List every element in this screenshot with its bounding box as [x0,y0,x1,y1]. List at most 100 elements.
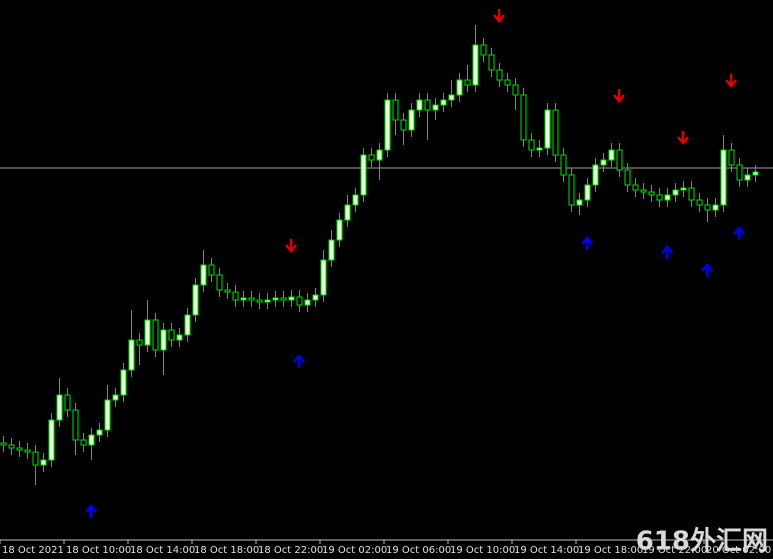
candle-body [360,154,367,196]
buy-arrow [293,354,305,368]
candle-body [576,199,583,206]
candle-body [496,69,503,81]
buy-arrow [85,504,97,518]
candle-body [8,444,15,449]
buy-arrow [661,245,673,259]
candle-body [80,439,87,446]
candle-body [488,54,495,71]
candle-body [192,284,199,316]
sell-arrow [493,9,505,23]
candle-body [624,169,631,186]
candle-body [104,399,111,431]
candle-body [208,264,215,276]
candle-body [320,259,327,296]
candle-body [744,174,751,181]
candle-body [288,296,295,301]
candle-body [680,187,687,191]
candle-body [480,44,487,56]
watermark: 618外汇网 [636,527,768,557]
x-tick-label: 20 Oct 02:00 [706,545,771,556]
x-tick-label: 18 Oct 18:00 [194,545,259,556]
candle-body [0,442,7,446]
candle-body [568,174,575,206]
candle-body [528,139,535,151]
candle-body [736,164,743,181]
candle-body [56,394,63,421]
candle-body [16,447,23,451]
sell-arrow [677,131,689,145]
candle-body [128,339,135,371]
candle-body [696,199,703,206]
candle-body [336,219,343,241]
candle-body [664,194,671,201]
x-tick-label: 19 Oct 06:00 [386,545,451,556]
buy-arrow [581,236,593,250]
candle-body [248,297,255,301]
candle-body [376,149,383,161]
candle-body [448,94,455,101]
candle-body [136,339,143,346]
candle-body [600,159,607,166]
candle-body [88,434,95,446]
candle-body [544,109,551,149]
sell-arrow [613,89,625,103]
candle-body [64,394,71,411]
candle-body [552,109,559,156]
candle-body [416,99,423,111]
candle-body [520,94,527,141]
sell-arrow [285,239,297,253]
x-tick-label: 18 Oct 2021 [2,545,64,556]
candle-body [48,419,55,461]
candle-body [648,191,655,196]
candle-body [728,149,735,166]
candle-body [184,314,191,336]
candle-body [464,79,471,86]
x-tick-label: 19 Oct 22:00 [642,545,707,556]
candle-body [472,44,479,86]
candle-body [408,109,415,131]
candle-body [584,184,591,201]
candle-body [608,149,615,161]
candle-body [384,99,391,151]
candle-body [344,204,351,221]
candle-body [232,291,239,301]
candle-body [120,369,127,396]
candle-body [96,429,103,436]
candle-body [704,204,711,211]
candle-body [112,394,119,401]
candle-body [240,297,247,301]
candle-body [672,189,679,196]
candle-body [512,84,519,96]
candle-body [440,99,447,106]
candle-body [328,239,335,261]
candle-body [40,459,47,466]
candle-body [176,334,183,341]
candle-body [592,164,599,186]
candle-body [752,171,759,176]
candle-body [312,294,319,301]
candle-body [224,289,231,293]
candle-body [536,147,543,151]
candle-body [712,204,719,211]
x-tick-label: 19 Oct 10:00 [450,545,515,556]
candle-body [280,297,287,301]
candle-body [456,79,463,96]
candle-body [432,104,439,111]
candle-body [616,149,623,171]
x-tick-label: 19 Oct 14:00 [514,545,579,556]
candle-body [720,149,727,206]
candle-body [392,99,399,121]
candle-body [304,299,311,306]
candle-body [352,194,359,206]
candle-body [424,99,431,111]
candle-body [160,329,167,351]
candle-body [216,274,223,291]
candle-body [560,154,567,176]
candle-body [368,154,375,161]
candle-body [152,319,159,351]
candle-body [640,189,647,193]
x-tick-label: 19 Oct 18:00 [578,545,643,556]
candle-body [264,299,271,303]
